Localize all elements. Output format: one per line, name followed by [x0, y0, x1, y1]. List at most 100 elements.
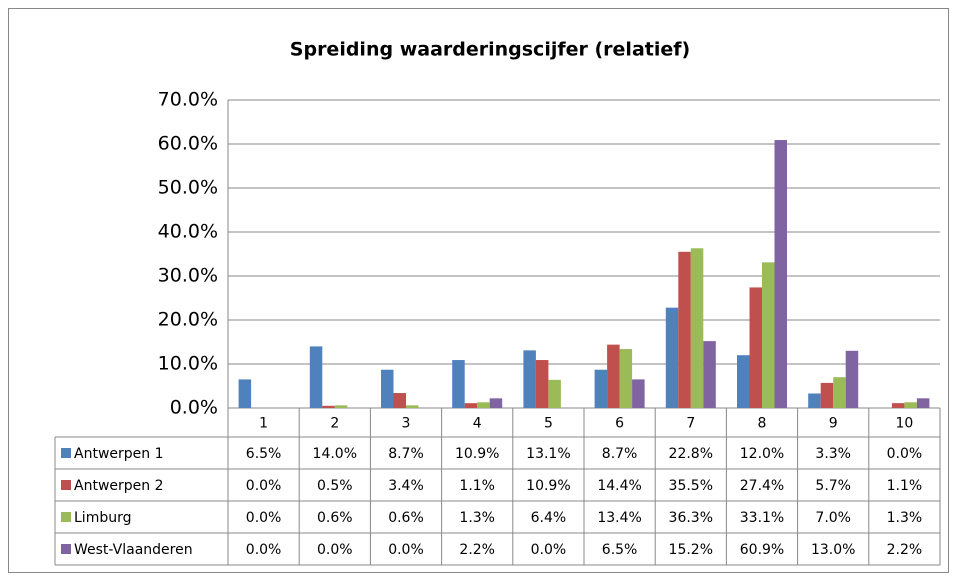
- legend-key: [61, 544, 71, 554]
- bar: [406, 405, 419, 408]
- table-value: 36.3%: [669, 510, 713, 526]
- chart-border: [8, 8, 949, 573]
- table-value: 0.0%: [246, 478, 282, 494]
- table-value: 0.0%: [531, 542, 567, 558]
- table-value: 6.4%: [531, 510, 567, 526]
- bar: [523, 350, 536, 408]
- bar: [678, 251, 691, 408]
- x-tick-label: 9: [829, 416, 838, 432]
- table-value: 60.9%: [740, 542, 784, 558]
- bar: [690, 248, 704, 408]
- bar: [632, 379, 645, 408]
- bar: [916, 398, 930, 408]
- table-value: 14.4%: [597, 478, 641, 494]
- bar: [833, 377, 846, 408]
- table-value: 0.6%: [388, 510, 424, 526]
- table-value: 3.3%: [815, 446, 851, 462]
- table-value: 0.0%: [388, 542, 424, 558]
- bar: [904, 402, 917, 408]
- table-value: 8.7%: [388, 446, 424, 462]
- y-tick-label: 60.0%: [158, 133, 218, 155]
- y-tick-label: 30.0%: [158, 265, 218, 287]
- bar: [703, 341, 716, 408]
- legend-label: Antwerpen 1: [74, 446, 164, 462]
- bar: [762, 262, 775, 408]
- bar: [464, 403, 478, 408]
- x-tick-label: 7: [686, 416, 695, 432]
- table-value: 35.5%: [669, 478, 713, 494]
- x-tick-label: 1: [259, 416, 268, 432]
- table-value: 22.8%: [669, 446, 713, 462]
- table-value: 1.1%: [887, 478, 923, 494]
- bar: [381, 369, 394, 408]
- legend-key: [61, 480, 71, 490]
- bar: [749, 287, 762, 408]
- bar: [322, 405, 335, 408]
- table-value: 1.3%: [459, 510, 495, 526]
- chart-title: Spreiding waarderingscijfer (relatief): [290, 39, 690, 61]
- table-value: 0.5%: [317, 478, 353, 494]
- legend-key: [61, 448, 71, 458]
- table-value: 27.4%: [740, 478, 784, 494]
- table-value: 13.0%: [811, 542, 855, 558]
- table-value: 0.0%: [246, 542, 282, 558]
- table-value: 10.9%: [455, 446, 499, 462]
- table-value: 14.0%: [313, 446, 357, 462]
- bar: [737, 355, 750, 408]
- bar: [665, 307, 679, 408]
- table-value: 15.2%: [669, 542, 713, 558]
- x-tick-label: 5: [544, 416, 553, 432]
- legend-label: West-Vlaanderen: [74, 542, 193, 558]
- table-value: 0.0%: [887, 446, 923, 462]
- table-value: 13.4%: [597, 510, 641, 526]
- bar: [489, 398, 503, 408]
- x-tick-label: 2: [330, 416, 339, 432]
- table-value: 6.5%: [246, 446, 282, 462]
- table-value: 0.0%: [246, 510, 282, 526]
- bar: [309, 346, 323, 408]
- table-value: 2.2%: [459, 542, 495, 558]
- bar: [452, 360, 465, 408]
- y-tick-label: 20.0%: [158, 309, 218, 331]
- table-value: 1.3%: [887, 510, 923, 526]
- table-value: 0.0%: [317, 542, 353, 558]
- table-value: 5.7%: [815, 478, 851, 494]
- legend-key: [61, 512, 71, 522]
- bar: [891, 403, 905, 408]
- legend-label: Limburg: [74, 510, 131, 526]
- bar: [845, 350, 859, 408]
- bar: [238, 379, 252, 408]
- bar: [393, 393, 406, 408]
- y-tick-label: 70.0%: [158, 89, 218, 111]
- bar: [334, 405, 348, 408]
- x-tick-label: 8: [758, 416, 767, 432]
- table-value: 33.1%: [740, 510, 784, 526]
- bar: [535, 360, 549, 408]
- table-value: 1.1%: [459, 478, 495, 494]
- y-tick-label: 0.0%: [170, 397, 218, 419]
- x-tick-label: 4: [473, 416, 482, 432]
- x-tick-label: 3: [402, 416, 411, 432]
- table-value: 6.5%: [602, 542, 638, 558]
- bar: [477, 402, 490, 408]
- bar: [774, 140, 787, 409]
- bar: [619, 349, 633, 408]
- bar: [808, 393, 821, 408]
- table-value: 7.0%: [815, 510, 851, 526]
- table-value: 12.0%: [740, 446, 784, 462]
- y-tick-label: 40.0%: [158, 221, 218, 243]
- x-tick-label: 6: [615, 416, 624, 432]
- bar: [607, 344, 620, 408]
- bar: [820, 382, 834, 408]
- table-value: 2.2%: [887, 542, 923, 558]
- bar: [594, 369, 608, 408]
- table-value: 13.1%: [526, 446, 570, 462]
- table-value: 10.9%: [526, 478, 570, 494]
- x-tick-label: 10: [895, 416, 913, 432]
- table-value: 8.7%: [602, 446, 638, 462]
- y-tick-label: 50.0%: [158, 177, 218, 199]
- legend-label: Antwerpen 2: [74, 478, 164, 494]
- bar: [548, 379, 561, 408]
- table-value: 3.4%: [388, 478, 424, 494]
